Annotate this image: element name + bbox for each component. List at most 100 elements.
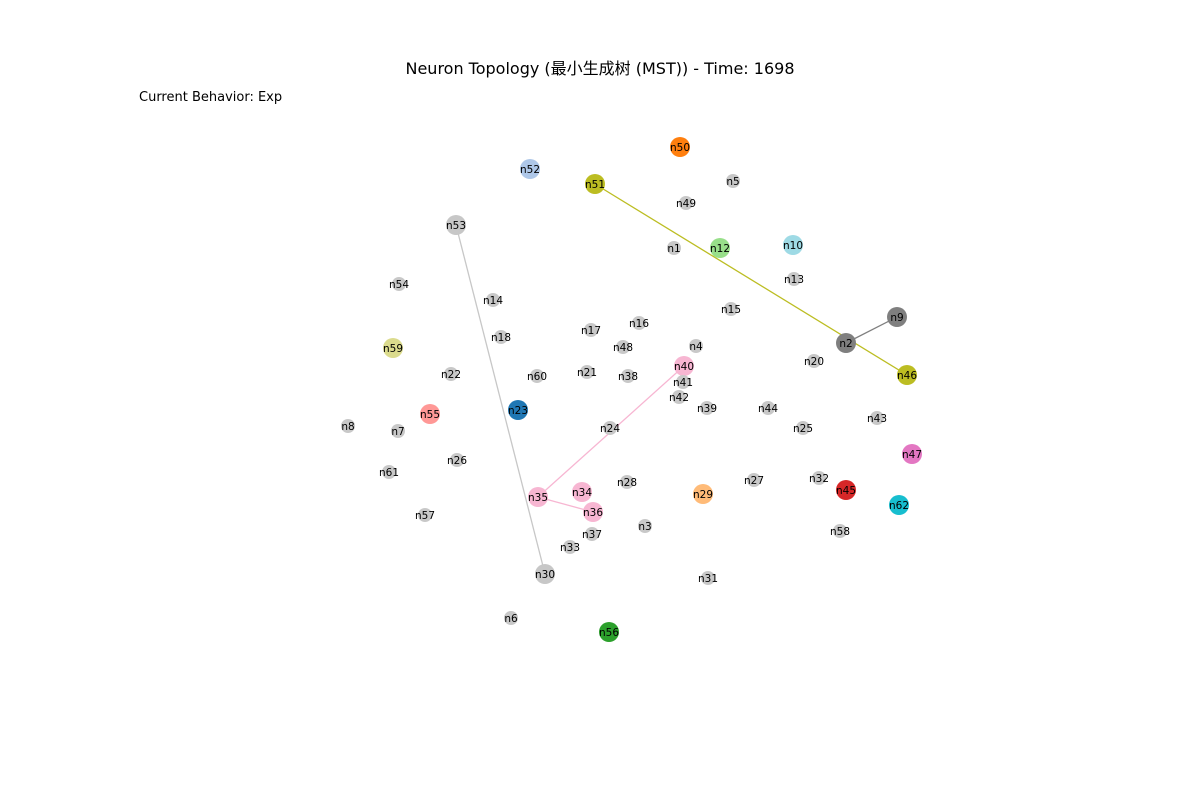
node-label-n31: n31 bbox=[698, 573, 718, 585]
node-n49: n49 bbox=[676, 196, 696, 210]
node-n20: n20 bbox=[804, 354, 824, 368]
node-n23: n23 bbox=[508, 400, 528, 420]
node-label-n48: n48 bbox=[613, 342, 633, 354]
node-circle-n46 bbox=[897, 365, 917, 385]
node-circle-n17 bbox=[584, 323, 598, 337]
node-label-n16: n16 bbox=[629, 318, 649, 330]
node-circle-n6 bbox=[504, 611, 518, 625]
node-circle-n59 bbox=[383, 338, 403, 358]
node-n25: n25 bbox=[793, 421, 813, 435]
node-label-n7: n7 bbox=[391, 426, 404, 438]
node-circle-n61 bbox=[382, 465, 396, 479]
node-label-n2: n2 bbox=[839, 338, 852, 350]
node-n45: n45 bbox=[836, 480, 856, 500]
node-circle-n10 bbox=[783, 235, 803, 255]
node-label-n58: n58 bbox=[830, 526, 850, 538]
node-label-n15: n15 bbox=[721, 304, 741, 316]
node-circle-n48 bbox=[616, 340, 630, 354]
node-circle-n18 bbox=[494, 330, 508, 344]
node-n60: n60 bbox=[527, 369, 547, 383]
node-circle-n52 bbox=[520, 159, 540, 179]
node-n10: n10 bbox=[783, 235, 803, 255]
node-label-n49: n49 bbox=[676, 198, 696, 210]
node-n56: n56 bbox=[599, 622, 619, 642]
node-n21: n21 bbox=[577, 365, 597, 379]
node-label-n45: n45 bbox=[836, 485, 856, 497]
node-circle-n35 bbox=[528, 487, 548, 507]
node-circle-n40 bbox=[674, 356, 694, 376]
node-n37: n37 bbox=[582, 527, 602, 541]
node-circle-n50 bbox=[670, 137, 690, 157]
node-n28: n28 bbox=[617, 475, 637, 489]
node-n8: n8 bbox=[341, 419, 355, 433]
edge-n53-n30 bbox=[455, 224, 546, 575]
node-n53: n53 bbox=[446, 215, 466, 235]
node-label-n14: n14 bbox=[483, 295, 503, 307]
node-circle-n20 bbox=[807, 354, 821, 368]
node-n46: n46 bbox=[897, 365, 917, 385]
node-n44: n44 bbox=[758, 401, 778, 415]
node-label-n34: n34 bbox=[572, 487, 592, 499]
node-circle-n33 bbox=[563, 540, 577, 554]
node-circle-n13 bbox=[787, 272, 801, 286]
node-label-n42: n42 bbox=[669, 392, 689, 404]
node-label-n57: n57 bbox=[415, 510, 435, 522]
node-n32: n32 bbox=[809, 471, 829, 485]
node-circle-n1 bbox=[667, 241, 681, 255]
node-circle-n28 bbox=[620, 475, 634, 489]
node-n27: n27 bbox=[744, 473, 764, 487]
node-circle-n51 bbox=[585, 174, 605, 194]
node-n61: n61 bbox=[379, 465, 399, 479]
node-label-n60: n60 bbox=[527, 371, 547, 383]
node-n34: n34 bbox=[572, 482, 592, 502]
node-circle-n34 bbox=[572, 482, 592, 502]
node-circle-n62 bbox=[889, 495, 909, 515]
node-label-n39: n39 bbox=[697, 403, 717, 415]
node-label-n36: n36 bbox=[583, 507, 603, 519]
node-circle-n36 bbox=[583, 502, 603, 522]
node-label-n25: n25 bbox=[793, 423, 813, 435]
node-label-n12: n12 bbox=[710, 243, 730, 255]
node-label-n8: n8 bbox=[341, 421, 354, 433]
node-n52: n52 bbox=[520, 159, 540, 179]
node-circle-n14 bbox=[486, 293, 500, 307]
node-circle-n44 bbox=[761, 401, 775, 415]
node-circle-n22 bbox=[444, 367, 458, 381]
node-label-n38: n38 bbox=[618, 371, 638, 383]
node-label-n47: n47 bbox=[902, 449, 922, 461]
node-label-n4: n4 bbox=[689, 341, 703, 353]
node-circle-n9 bbox=[887, 307, 907, 327]
node-n36: n36 bbox=[583, 502, 603, 522]
nodes-layer: n1 n2 n3 n4 n5 n6 n7 n8 n9 n10 n12 n13 n14 n15 n16 n17 n… bbox=[341, 137, 922, 642]
node-circle-n38 bbox=[621, 369, 635, 383]
node-n16: n16 bbox=[629, 316, 649, 330]
node-n14: n14 bbox=[483, 293, 503, 307]
node-label-n40: n40 bbox=[674, 361, 694, 373]
node-label-n28: n28 bbox=[617, 477, 637, 489]
node-label-n1: n1 bbox=[667, 243, 680, 255]
node-label-n32: n32 bbox=[809, 473, 829, 485]
node-label-n20: n20 bbox=[804, 356, 824, 368]
node-circle-n29 bbox=[693, 484, 713, 504]
node-label-n29: n29 bbox=[693, 489, 713, 501]
node-circle-n2 bbox=[836, 333, 856, 353]
node-label-n26: n26 bbox=[447, 455, 467, 467]
node-n38: n38 bbox=[618, 369, 638, 383]
node-label-n23: n23 bbox=[508, 405, 528, 417]
node-n62: n62 bbox=[889, 495, 909, 515]
node-n6: n6 bbox=[504, 611, 518, 625]
node-circle-n25 bbox=[796, 421, 810, 435]
node-n48: n48 bbox=[613, 340, 633, 354]
node-n24: n24 bbox=[600, 421, 620, 435]
node-circle-n49 bbox=[679, 196, 693, 210]
node-label-n37: n37 bbox=[582, 529, 602, 541]
node-label-n55: n55 bbox=[420, 409, 440, 421]
node-circle-n3 bbox=[638, 519, 652, 533]
node-n47: n47 bbox=[902, 444, 922, 464]
node-circle-n58 bbox=[833, 524, 847, 538]
node-n5: n5 bbox=[726, 174, 740, 188]
node-n58: n58 bbox=[830, 524, 850, 538]
node-circle-n15 bbox=[724, 302, 738, 316]
node-label-n5: n5 bbox=[726, 176, 739, 188]
